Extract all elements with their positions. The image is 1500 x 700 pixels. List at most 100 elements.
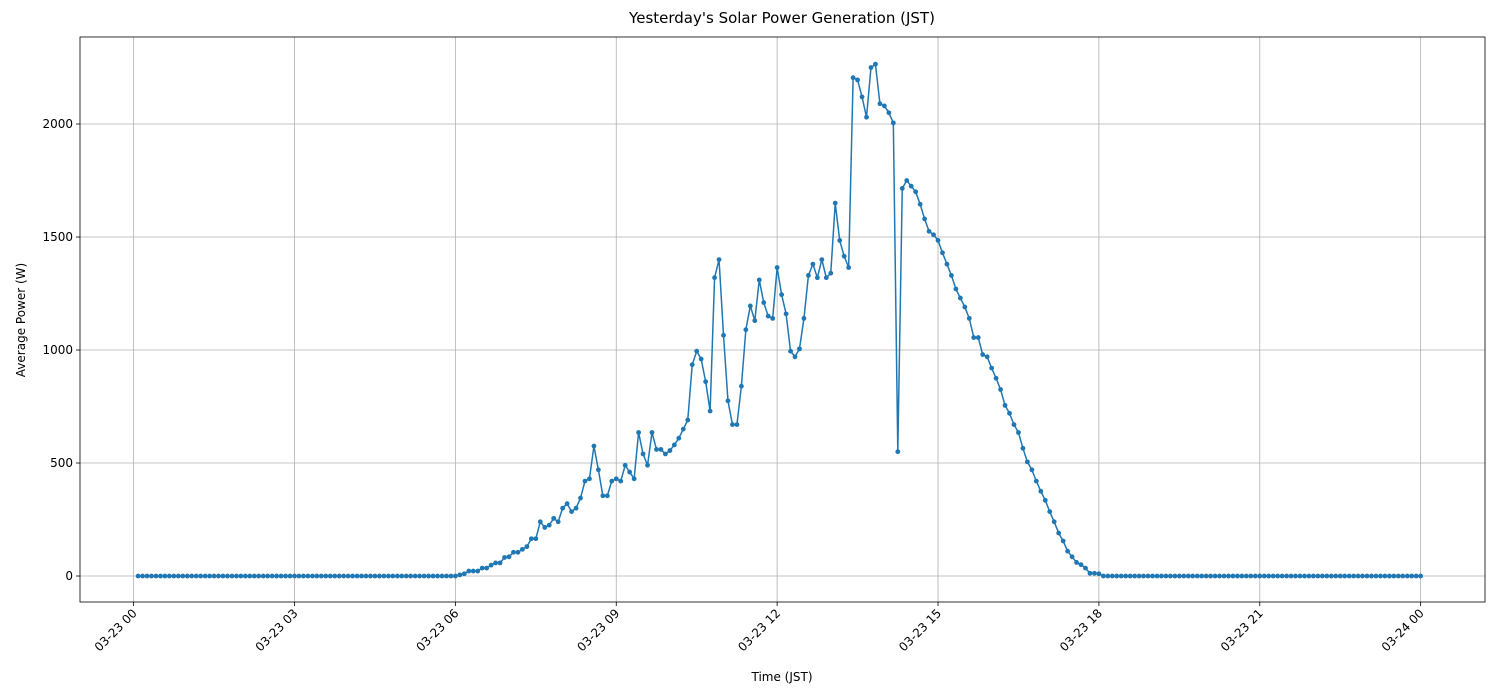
data-point [515,549,521,555]
y-tick-label: 1500 [42,230,73,244]
data-point [698,356,704,362]
data-point [957,295,963,301]
data-point [475,568,481,574]
data-point [439,573,445,579]
data-point [1346,573,1352,579]
data-point [1047,509,1053,514]
data-point [1038,488,1044,494]
series-line [138,63,1421,577]
data-point [461,571,467,577]
data-point [1355,573,1361,579]
data-point [484,565,490,571]
data-point [1029,467,1035,473]
data-point [542,525,548,530]
data-point [730,422,735,427]
data-point [591,443,597,449]
data-point [1270,573,1276,579]
data-point [1288,573,1294,579]
data-point [435,573,440,579]
data-point [636,430,642,435]
data-point [1154,573,1160,579]
data-point [1011,422,1017,427]
data-point [283,573,288,579]
data-point [140,573,145,579]
data-point [564,501,570,507]
data-point [359,573,364,579]
data-point [792,354,798,360]
data-point [935,238,941,243]
data-point [497,560,503,566]
data-point [1083,565,1088,571]
data-point [645,462,650,468]
data-point [202,573,208,579]
data-point [1324,573,1330,579]
data-point [797,346,802,352]
data-point [962,304,968,310]
data-point [323,573,329,579]
data-point [569,509,574,514]
data-point [180,573,186,579]
data-point [1100,573,1106,579]
data-point [618,478,624,484]
data-point [372,573,378,579]
data-point [1239,573,1245,579]
data-point [1293,573,1298,579]
data-point [448,573,454,579]
data-point [1002,402,1008,408]
data-point [823,275,829,281]
data-point [421,573,427,579]
data-point [184,573,190,579]
data-point [1226,573,1231,579]
data-point [1382,573,1388,579]
data-point [336,573,342,579]
data-point [1208,573,1214,579]
data-point [582,478,588,484]
data-point [225,573,230,579]
data-point [278,573,284,579]
data-point [171,573,177,579]
data-point [1132,573,1138,579]
data-point [806,273,811,278]
data-point [814,275,820,281]
data-point [314,573,320,579]
data-point [989,365,995,371]
data-point [917,201,923,207]
data-point [908,183,914,189]
data-point [881,103,887,109]
data-point [318,573,324,579]
data-point [1024,459,1030,465]
grid [80,37,1485,602]
x-tick-label: 03-23 06 [413,606,461,654]
data-point [975,335,981,340]
data-point [1297,573,1303,579]
data-point [756,277,762,283]
data-point [1418,573,1424,579]
data-point [135,573,141,579]
data-point [211,573,217,579]
data-point [1087,570,1093,576]
axes-frame [79,36,1486,603]
data-point [1185,573,1191,579]
data-point [846,265,852,270]
data-point [234,573,239,579]
data-point [144,573,150,579]
data-point [162,573,168,579]
data-point [1199,573,1205,579]
data-point [1074,560,1079,565]
data-point [1266,573,1272,579]
data-point [149,573,154,579]
data-point [1212,573,1218,579]
data-point [703,379,709,385]
data-point [412,573,418,579]
data-point [774,265,780,270]
y-tick-label: 1000 [42,343,73,357]
x-tick-label: 03-23 03 [253,606,301,654]
data-point [1391,573,1397,579]
data-point [1141,573,1146,579]
data-point [801,315,807,321]
data-point [537,519,543,525]
data-point [1342,573,1348,579]
data-point [1065,548,1071,554]
data-point [394,573,400,579]
data-point [309,573,315,579]
